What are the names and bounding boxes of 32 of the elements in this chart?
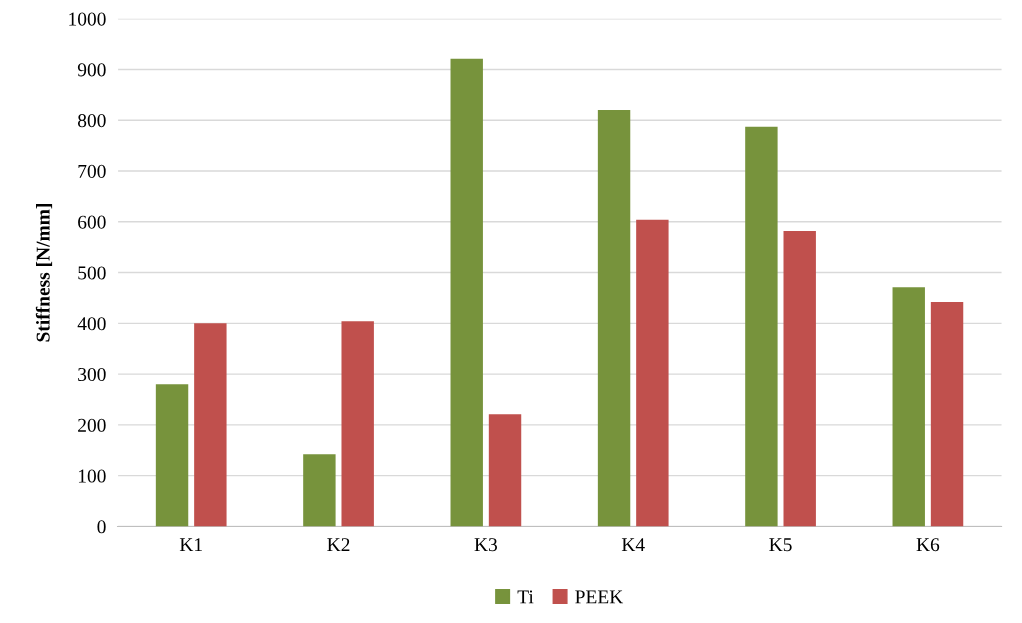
legend-label: Ti — [517, 590, 534, 604]
bar — [892, 287, 925, 527]
bar — [597, 110, 631, 527]
y-tick-label: 700 — [78, 164, 106, 178]
bar — [155, 384, 189, 527]
y-tick-label: 400 — [77, 317, 106, 331]
y-tick-label: 1000 — [69, 12, 106, 26]
y-tick-label: 900 — [77, 63, 106, 77]
x-tick-label: K1 — [179, 538, 202, 552]
bar — [341, 321, 374, 527]
y-tick-label: 500 — [78, 266, 106, 280]
bar — [783, 230, 816, 527]
bar — [745, 126, 778, 527]
x-tick-label: K2 — [327, 538, 350, 552]
y-tick-label: 300 — [78, 367, 106, 382]
bar — [488, 414, 522, 527]
x-tick-label: K5 — [769, 538, 792, 552]
bar — [930, 302, 964, 527]
x-tick-label: K4 — [621, 538, 645, 552]
bar — [194, 323, 227, 527]
bar — [450, 58, 483, 527]
y-axis-title: Stiffness [N/mm] — [35, 204, 53, 342]
y-tick-label: 600 — [78, 215, 106, 229]
y-tick-label: 200 — [78, 418, 106, 432]
y-tick-label: 800 — [77, 114, 106, 128]
x-tick-label: K6 — [916, 538, 940, 552]
y-tick-label: 0 — [97, 520, 106, 534]
bar — [303, 454, 336, 527]
legend-label: PEEK — [575, 590, 624, 604]
x-tick-label: K3 — [474, 538, 497, 552]
bar — [636, 219, 669, 527]
y-tick-label: 100 — [78, 469, 106, 483]
